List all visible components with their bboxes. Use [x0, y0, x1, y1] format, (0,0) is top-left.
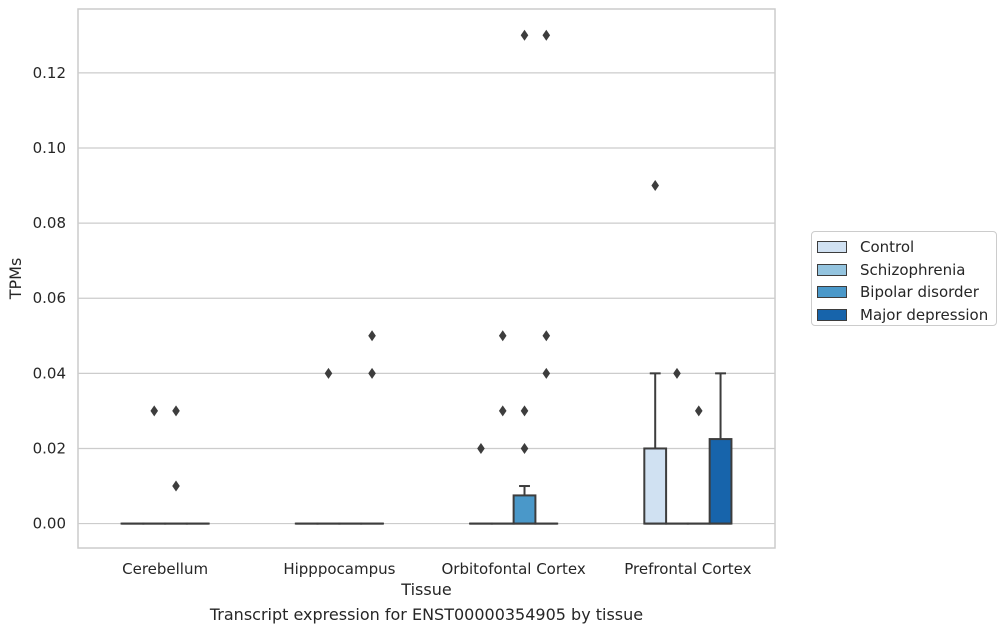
- legend: Control Schizophrenia Bipolar disorder Majo…: [811, 231, 997, 326]
- y-tick-label: 0.12: [33, 64, 66, 82]
- legend-label: Major depression: [860, 306, 989, 325]
- outlier-point: [694, 405, 703, 417]
- y-tick-label: 0.04: [33, 364, 66, 382]
- outlier-point: [477, 442, 485, 454]
- outlier-point: [520, 29, 529, 41]
- y-tick-label: 0.08: [33, 214, 66, 232]
- outlier-point: [498, 405, 507, 417]
- x-tick-label: Orbitofontal Cortex: [442, 560, 586, 578]
- legend-item: Major depression: [817, 304, 996, 327]
- box: [708, 438, 733, 525]
- y-tick-label: 0.06: [33, 289, 66, 307]
- y-tick-label: 0.02: [33, 439, 66, 457]
- legend-swatch: [817, 286, 847, 299]
- outlier-point: [542, 29, 551, 41]
- outlier-point: [324, 367, 333, 379]
- outlier-point: [368, 330, 376, 342]
- x-axis-label: Tissue: [400, 580, 451, 599]
- x-tick-label: Hipppocampus: [283, 560, 395, 578]
- box: [643, 447, 668, 525]
- x-tick-label: Cerebellum: [122, 560, 208, 578]
- legend-label: Control: [860, 238, 915, 257]
- outlier-point: [520, 405, 529, 417]
- outlier-point: [673, 367, 681, 379]
- outlier-point: [520, 442, 529, 454]
- chart-caption: Transcript expression for ENST0000035490…: [209, 605, 644, 624]
- outlier-point: [542, 367, 551, 379]
- legend-item: Bipolar disorder: [817, 281, 996, 304]
- outlier-point: [172, 405, 180, 417]
- outlier-point: [651, 180, 660, 192]
- outlier-point: [542, 330, 551, 342]
- legend-swatch: [817, 263, 847, 276]
- y-tick-label: 0.00: [33, 515, 66, 533]
- y-tick-label: 0.10: [33, 139, 66, 157]
- legend-swatch: [817, 241, 847, 254]
- box: [512, 494, 537, 525]
- outlier-point: [368, 367, 376, 379]
- legend-label: Schizophrenia: [860, 260, 966, 279]
- outlier-point: [150, 405, 159, 417]
- outlier-point: [498, 330, 507, 342]
- legend-item: Control: [817, 236, 996, 259]
- outlier-point: [172, 480, 180, 492]
- plot-frame: [77, 8, 776, 549]
- legend-swatch: [817, 309, 847, 322]
- legend-label: Bipolar disorder: [860, 283, 979, 302]
- legend-item: Schizophrenia: [817, 259, 996, 282]
- y-axis-label: TPMs: [6, 258, 25, 301]
- x-tick-label: Prefrontal Cortex: [624, 560, 751, 578]
